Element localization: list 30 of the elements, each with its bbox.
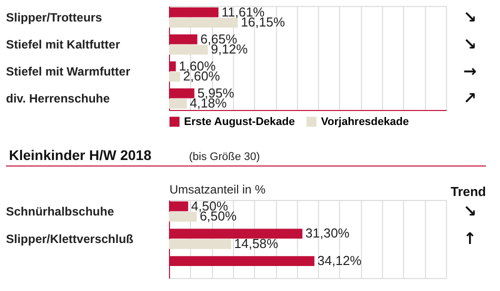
y-tick-label: Slipper/Klettverschluß — [6, 232, 134, 246]
data-label: 14,58% — [234, 236, 279, 252]
bar — [169, 44, 208, 55]
data-label: 34,12% — [317, 253, 362, 268]
bar — [169, 239, 232, 249]
data-label: 5,95% — [197, 85, 235, 100]
text: → — [463, 62, 477, 81]
data-label: 11,61% — [221, 4, 266, 20]
x-axis-title: Umsatzanteil in % — [170, 182, 266, 196]
text: ↘ — [463, 34, 477, 54]
text: ↑ — [463, 229, 477, 248]
bar — [169, 72, 180, 82]
data-label: 1,60% — [178, 58, 216, 74]
data-label: 31,30% — [305, 226, 350, 241]
text: Trend — [450, 184, 486, 199]
chart-title: Kleinkinder H/W 2018 — [9, 147, 152, 163]
legend-label: Erste August-Dekade — [184, 116, 295, 128]
y-tick-label: div. Herrenschuhe — [6, 92, 110, 106]
bar — [169, 18, 238, 28]
text: ↘ — [463, 7, 477, 26]
y-tick-label: Stiefel mit Kaltfutter — [6, 37, 120, 52]
bar — [169, 212, 197, 222]
text: ↗ — [463, 88, 477, 108]
bar — [169, 98, 187, 109]
y-tick-label: Schnürhalbschuhe — [6, 204, 114, 219]
chart-subtitle: (bis Größe 30) — [189, 151, 260, 163]
legend-label: Vorjahresdekade — [321, 116, 409, 128]
y-tick-label: Stiefel mit Warmfutter — [6, 64, 131, 79]
text: ↘ — [463, 202, 477, 221]
y-tick-label: Slipper/Trotteurs — [6, 10, 102, 24]
